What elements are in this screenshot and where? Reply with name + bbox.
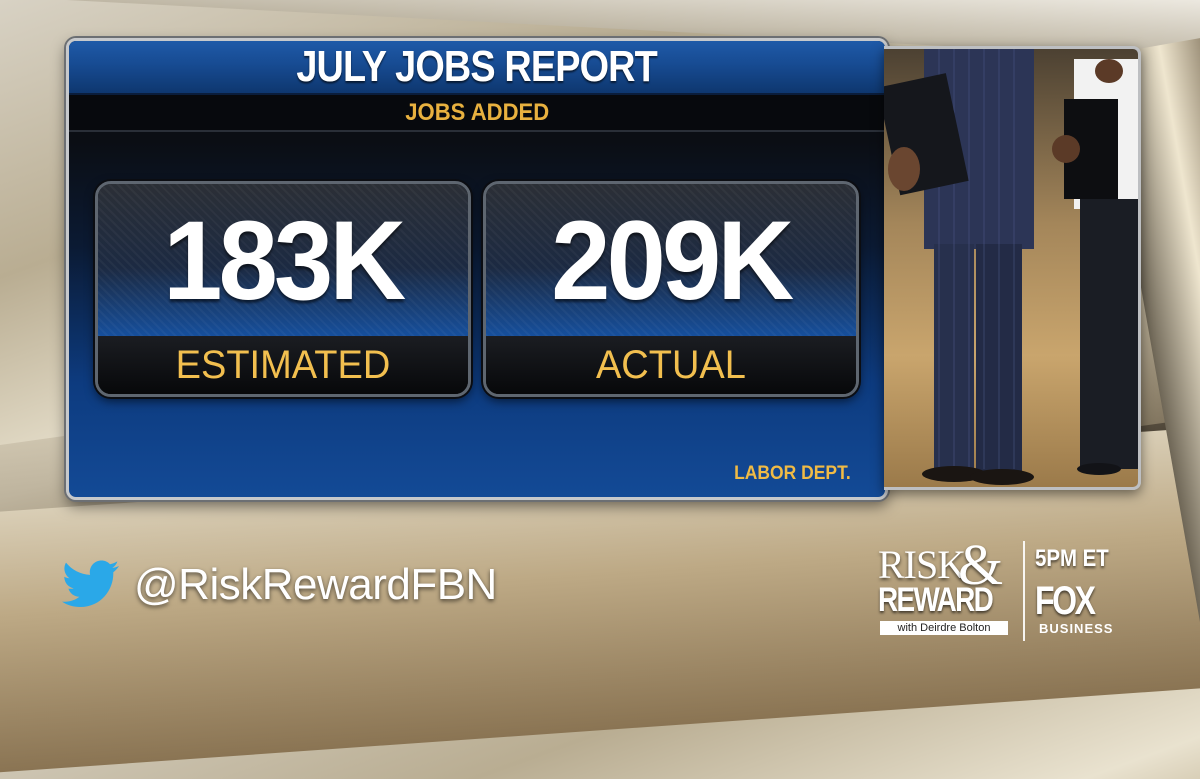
stat-actual-label-area: ACTUAL	[486, 336, 856, 394]
twitter-icon	[62, 560, 120, 610]
logo-divider	[1023, 541, 1025, 641]
jobs-report-card: JULY JOBS REPORT JOBS ADDED 183K ESTIMAT…	[66, 38, 888, 500]
logo-host-text: with Deirdre Bolton	[880, 621, 1008, 635]
network-name: FOX	[1035, 579, 1094, 624]
report-title: JULY JOBS REPORT	[297, 42, 658, 92]
stat-actual: 209K ACTUAL	[483, 181, 859, 397]
estimated-label: ESTIMATED	[176, 343, 391, 388]
network-sub: BUSINESS	[1039, 621, 1113, 636]
actual-label: ACTUAL	[596, 343, 746, 388]
show-time: 5PM ET	[1035, 545, 1109, 573]
card-header: JULY JOBS REPORT	[69, 41, 885, 95]
actual-value: 209K	[551, 196, 790, 325]
show-logo: RISK & REWARD with Deirdre Bolton 5PM ET…	[878, 535, 1178, 645]
stat-estimated-value-area: 183K	[98, 184, 468, 336]
business-people-illustration	[884, 49, 1138, 487]
twitter-promo: @RiskRewardFBN	[62, 560, 497, 610]
stat-estimated: 183K ESTIMATED	[95, 181, 471, 397]
network-logo: 5PM ET FOX BUSINESS	[1035, 535, 1155, 645]
twitter-handle: @RiskRewardFBN	[134, 560, 497, 610]
report-subtitle: JOBS ADDED	[405, 99, 549, 127]
business-people-photo	[884, 46, 1141, 490]
stat-estimated-label-area: ESTIMATED	[98, 336, 468, 394]
estimated-value: 183K	[163, 196, 402, 325]
stat-actual-value-area: 209K	[486, 184, 856, 336]
card-subheader: JOBS ADDED	[69, 95, 885, 131]
logo-reward-text: REWARD	[878, 581, 992, 620]
source-credit: LABOR DEPT.	[734, 463, 851, 485]
risk-reward-logo: RISK & REWARD with Deirdre Bolton	[878, 535, 1013, 645]
